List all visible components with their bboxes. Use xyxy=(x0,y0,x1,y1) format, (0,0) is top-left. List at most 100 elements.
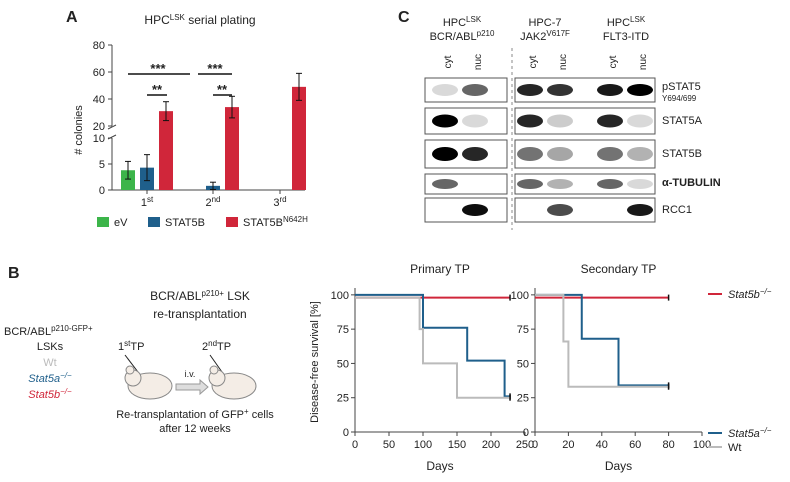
y-axis-label: # colonies xyxy=(73,105,85,155)
panel-label: A xyxy=(66,9,78,26)
x-tick-label: 100 xyxy=(414,439,432,451)
legend-swatch xyxy=(226,217,238,227)
legend-main: STAT5B xyxy=(243,217,283,229)
error-bar xyxy=(296,72,302,101)
x-tick-label: 0 xyxy=(532,439,538,451)
arrow xyxy=(124,354,139,373)
arrow xyxy=(175,378,209,396)
chart-title: HPCLSK serial plating xyxy=(144,13,255,27)
lane-label: nuc xyxy=(473,54,484,70)
x-axis-label: Days xyxy=(426,459,453,473)
bar xyxy=(159,111,173,190)
x-tick-label: 2nd xyxy=(205,195,220,209)
x-tick-label: 60 xyxy=(629,439,641,451)
group-header: JAK2V617F xyxy=(520,29,570,43)
axis-break xyxy=(107,124,117,130)
x-tick-label: 250 xyxy=(516,439,534,451)
blot-box xyxy=(424,173,508,195)
legend-main: Stat5b xyxy=(728,289,760,301)
significance: *** xyxy=(207,61,223,76)
legend-label: eV xyxy=(114,217,128,229)
x-tick-label: 0 xyxy=(352,439,358,451)
band xyxy=(517,179,543,189)
y-tick-label: 80 xyxy=(93,40,105,52)
donor-label: BCR/ABLp210-GFP+ xyxy=(4,324,93,338)
survival-curve xyxy=(535,293,669,388)
schematic-title: BCR/ABLp210+ LSK xyxy=(150,289,250,303)
title-sup: LSK xyxy=(170,13,186,22)
panel-label: C xyxy=(398,9,410,26)
band xyxy=(432,179,458,189)
x-tick-sup: nd xyxy=(212,195,221,204)
donor-label: LSKs xyxy=(37,341,64,353)
legend-sup: −/− xyxy=(760,426,772,435)
panel-label: B xyxy=(8,265,20,282)
legend-main: Stat5a xyxy=(728,428,760,440)
y-tick-label: 10 xyxy=(93,133,105,145)
legend-sup: N642H xyxy=(283,215,308,224)
band xyxy=(517,84,543,96)
legend-sup: −/− xyxy=(760,287,772,296)
legend-swatch xyxy=(97,217,109,227)
y-tick-label: 25 xyxy=(517,393,529,405)
y-tick-label: 75 xyxy=(517,324,529,336)
error-bar xyxy=(210,181,216,190)
y-axis-label: Disease-free survival [%] xyxy=(309,301,321,423)
group-header: HPCLSK xyxy=(607,15,646,29)
band xyxy=(462,204,488,216)
band xyxy=(547,179,573,189)
x-tick-sup: st xyxy=(147,195,154,204)
y-tick-label: 0 xyxy=(99,185,105,197)
group-header: HPCLSK xyxy=(443,15,482,29)
x-tick-label: 40 xyxy=(596,439,608,451)
lane-label: cyt xyxy=(443,55,454,68)
band xyxy=(517,114,543,128)
row-label: α-TUBULIN xyxy=(662,177,721,189)
title-tail: serial plating xyxy=(185,13,256,27)
y-tick-label: 50 xyxy=(517,358,529,370)
band xyxy=(597,114,623,128)
survival-curve xyxy=(355,296,511,399)
x-tick-sup: rd xyxy=(280,195,287,204)
y-tick-label: 75 xyxy=(337,324,349,336)
genotype: Wt xyxy=(43,357,56,369)
survival-curve xyxy=(355,293,511,398)
lane-label: cyt xyxy=(528,55,539,68)
y-tick-label: 5 xyxy=(99,159,105,171)
band xyxy=(627,114,653,128)
chart-title: Secondary TP xyxy=(581,262,657,276)
chart-title: Primary TP xyxy=(410,262,470,276)
band xyxy=(517,147,543,161)
bar xyxy=(121,170,135,190)
band xyxy=(462,147,488,161)
legend-swatch xyxy=(148,217,160,227)
bar xyxy=(292,86,306,190)
band xyxy=(597,84,623,96)
x-tick-label: 50 xyxy=(383,439,395,451)
band xyxy=(627,179,653,189)
y-tick-label: 25 xyxy=(337,393,349,405)
band xyxy=(432,147,458,161)
x-tick-main: 2 xyxy=(205,197,211,209)
note: after 12 weeks xyxy=(159,423,231,435)
error-bar xyxy=(229,95,235,119)
x-tick-label: 20 xyxy=(562,439,574,451)
row-sublabel: Y694/699 xyxy=(662,94,697,103)
y-tick-label: 20 xyxy=(93,121,105,133)
row-label: pSTAT5 xyxy=(662,81,701,93)
western-blot: HPCLSK BCR/ABLp210 HPC-7 JAK2V617F HPCLS… xyxy=(430,15,721,230)
error-bar xyxy=(163,101,169,122)
band xyxy=(462,114,488,128)
arrow xyxy=(209,354,223,373)
row-label: RCC1 xyxy=(662,204,692,216)
x-tick-label: 80 xyxy=(662,439,674,451)
group-header: FLT3-ITD xyxy=(603,31,649,43)
route-label: i.v. xyxy=(185,369,196,379)
bar xyxy=(225,107,239,190)
x-tick-label: 3rd xyxy=(273,195,286,209)
genotype: Stat5a−/− xyxy=(28,371,72,385)
band xyxy=(547,204,573,216)
legend-main: eV xyxy=(114,217,128,229)
band xyxy=(627,204,653,216)
